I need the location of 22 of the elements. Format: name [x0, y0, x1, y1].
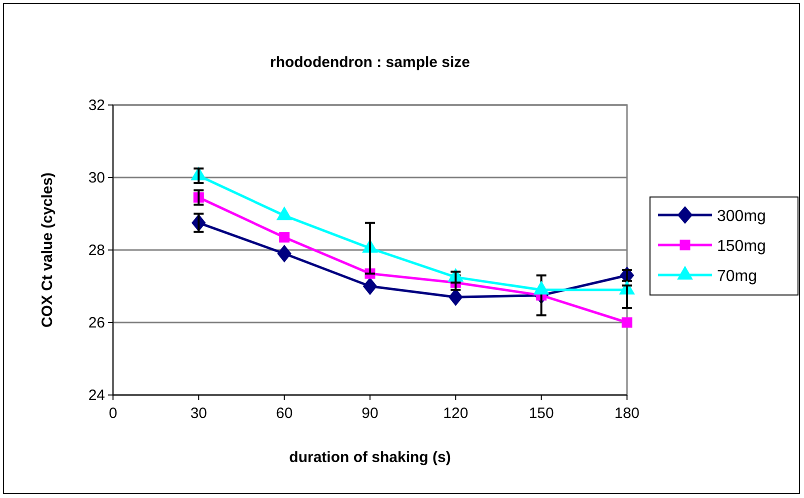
y-axis-title: COX Ct value (cycles) [39, 172, 56, 328]
legend-label: 70mg [717, 268, 758, 285]
x-tick-label: 60 [276, 405, 293, 422]
x-tick-label: 90 [362, 405, 378, 422]
y-tick-label: 26 [88, 314, 105, 332]
y-tick-label: 24 [88, 386, 105, 404]
x-tick-label: 0 [108, 405, 118, 422]
y-tick-label: 28 [88, 242, 105, 259]
y-tick-label: 30 [88, 169, 105, 186]
x-tick-label: 180 [614, 405, 640, 422]
chart-title: rhododendron : sample size [270, 54, 470, 71]
point [277, 244, 292, 262]
point [362, 277, 378, 296]
x-tick-label: 30 [190, 405, 208, 422]
point [279, 232, 290, 243]
x-tick-label: 120 [443, 405, 468, 422]
point [622, 317, 632, 328]
x-axis-title: duration of shaking (s) [289, 449, 451, 466]
legend-label: 300mg [717, 208, 766, 225]
y-tick-label: 32 [88, 96, 105, 114]
x-tick-label: 150 [528, 405, 554, 422]
legend-label: 150mg [717, 238, 766, 255]
